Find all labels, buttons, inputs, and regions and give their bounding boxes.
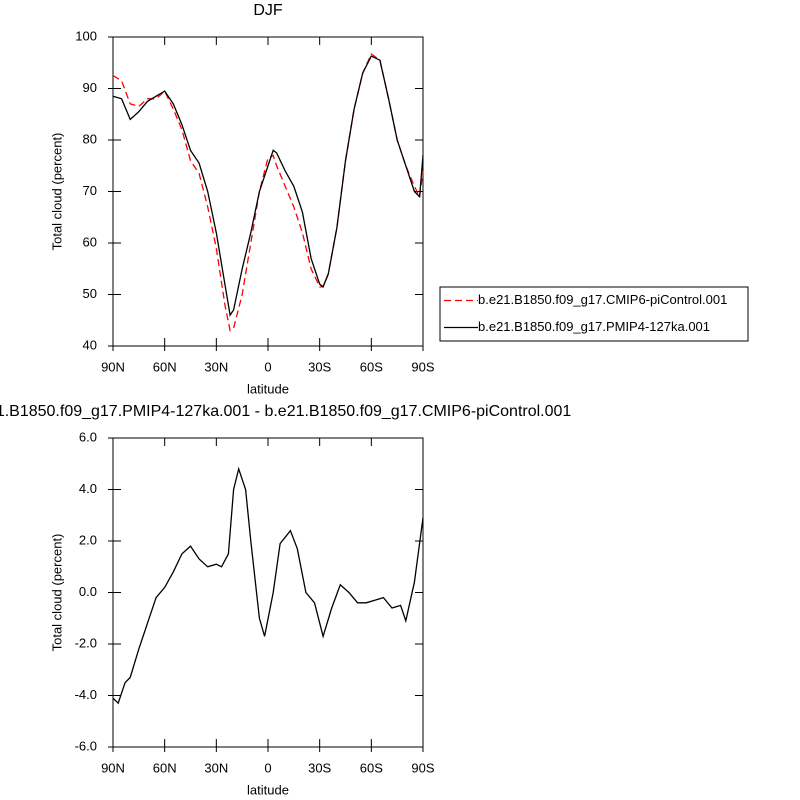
y-tick-label: 80 [83, 131, 97, 146]
x-tick-label: 0 [264, 760, 271, 775]
y-tick-label: 60 [83, 234, 97, 249]
y-tick-label: 90 [83, 80, 97, 95]
y-tick-label: 6.0 [79, 429, 97, 444]
y-tick-label: -6.0 [75, 738, 97, 753]
x-tick-label: 30S [308, 359, 331, 374]
y-tick-label: 70 [83, 183, 97, 198]
y-tick-label: 2.0 [79, 532, 97, 547]
x-tick-label: 60S [360, 760, 383, 775]
y-tick-label: 40 [83, 337, 97, 352]
y-tick-label: -4.0 [75, 687, 97, 702]
y-tick-label: -2.0 [75, 635, 97, 650]
x-tick-label: 90N [101, 760, 125, 775]
y-tick-label: 50 [83, 286, 97, 301]
plot-frame [112, 437, 424, 748]
y-tick-label: 4.0 [79, 481, 97, 496]
x-tick-label: 90S [411, 760, 434, 775]
line-series [112, 53, 424, 332]
chart-title: DJF [253, 2, 283, 19]
x-axis-title: latitude [247, 381, 289, 396]
legend-box [439, 286, 749, 342]
x-tick-label: 0 [264, 359, 271, 374]
x-tick-label: 30N [204, 359, 228, 374]
y-axis-title: Total cloud (percent) [49, 133, 64, 251]
legend-label: b.e21.B1850.f09_g17.PMIP4-127ka.001 [478, 319, 710, 334]
plot-frame [112, 36, 424, 347]
line-series [112, 55, 424, 317]
x-tick-label: 60S [360, 359, 383, 374]
chart-title: b.e21.B1850.f09_g17.PMIP4-127ka.001 - b.… [0, 403, 571, 420]
legend-label: b.e21.B1850.f09_g17.CMIP6-piControl.001 [478, 292, 727, 307]
x-tick-label: 90S [411, 359, 434, 374]
x-tick-label: 60N [153, 760, 177, 775]
line-series [112, 466, 424, 705]
y-tick-label: 100 [75, 28, 97, 43]
x-tick-label: 60N [153, 359, 177, 374]
x-tick-label: 30S [308, 760, 331, 775]
x-axis-title: latitude [247, 782, 289, 797]
x-tick-label: 30N [204, 760, 228, 775]
x-tick-label: 90N [101, 359, 125, 374]
y-tick-label: 0.0 [79, 584, 97, 599]
y-axis-title: Total cloud (percent) [49, 534, 64, 652]
